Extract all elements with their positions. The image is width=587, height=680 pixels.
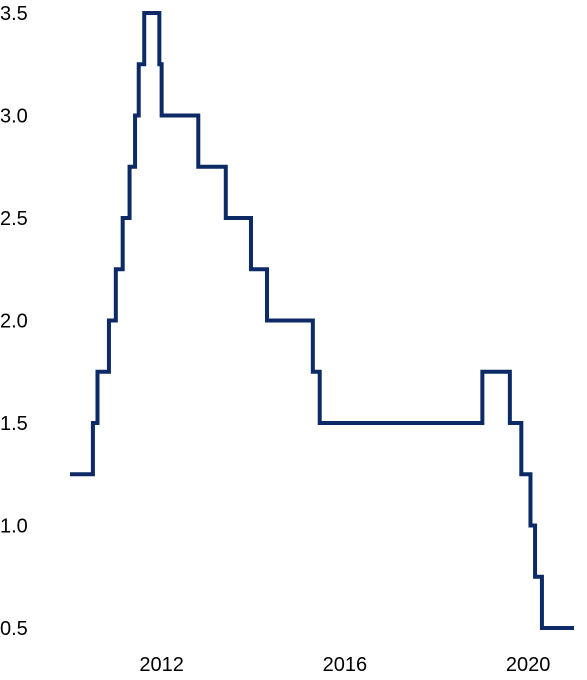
y-tick-label: 3.5 <box>0 3 28 25</box>
y-tick-label: 1.0 <box>0 516 28 538</box>
y-tick-label: 1.5 <box>0 413 28 435</box>
y-tick-label: 3.0 <box>0 106 28 128</box>
x-axis-labels: 2012 2016 2020 <box>139 654 550 676</box>
y-tick-label: 2.5 <box>0 208 28 230</box>
x-tick-label: 2016 <box>323 654 368 676</box>
y-tick-label: 0.5 <box>0 618 28 640</box>
y-tick-label: 2.0 <box>0 311 28 333</box>
y-axis-labels: 3.5 3.0 2.5 2.0 1.5 1.0 0.5 <box>0 3 28 640</box>
plot-lines <box>70 11 574 630</box>
series-line <box>70 11 574 630</box>
x-tick-label: 2020 <box>506 654 551 676</box>
x-tick-label: 2012 <box>139 654 184 676</box>
